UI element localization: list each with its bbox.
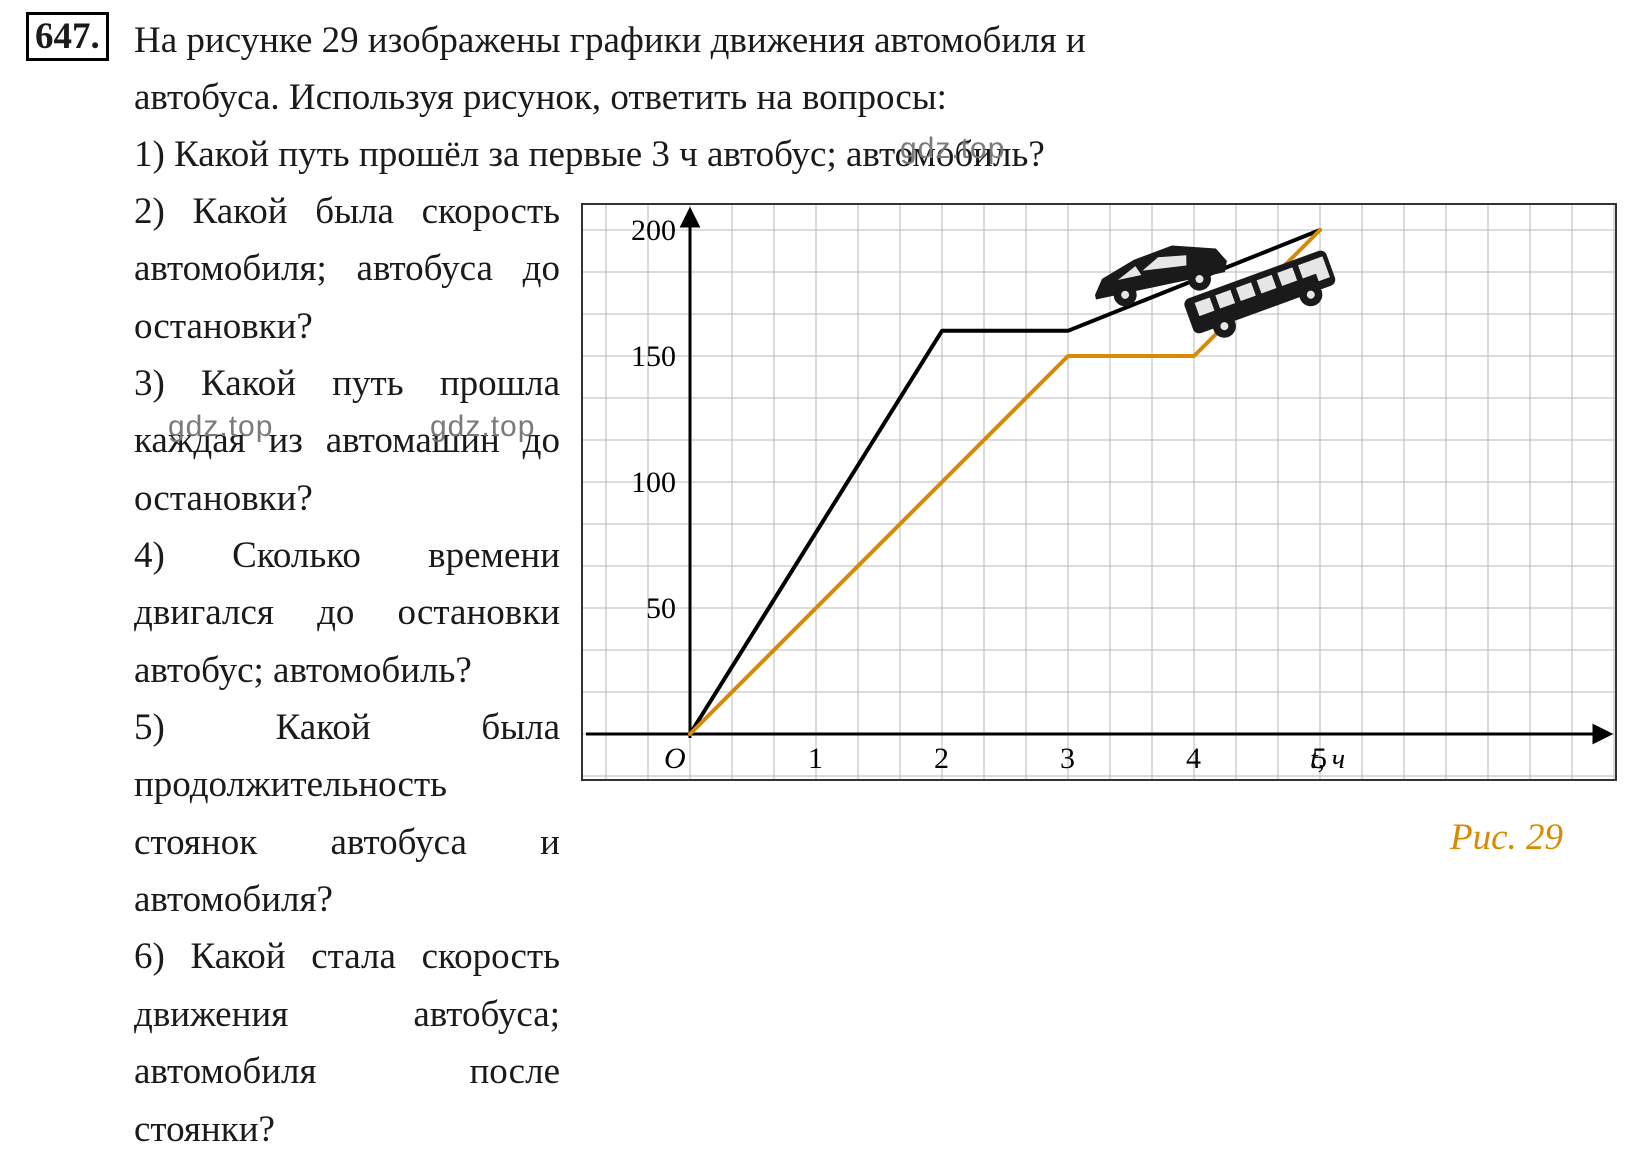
- problem-number-dot: .: [91, 16, 100, 57]
- watermark: gdz.top: [168, 410, 273, 444]
- page: 647. На рисунке 29 изображены графики дв…: [0, 0, 1646, 919]
- intro-line-1: На рисунке 29 изображены графики движени…: [134, 20, 1086, 61]
- question-6: 6) Какой стала скорость движения автобус…: [134, 928, 560, 1157]
- svg-text:O: O: [664, 742, 686, 775]
- left-column: 2) Какой была скорость автомобиля; автоб…: [134, 183, 560, 1158]
- svg-text:4: 4: [1186, 742, 1201, 775]
- svg-text:100: 100: [631, 466, 676, 499]
- problem-number: 647: [35, 16, 91, 57]
- intro-line-2: автобуса. Используя рисунок, ответить на…: [134, 77, 947, 118]
- question-2: 2) Какой была скорость автомобиля; автоб…: [134, 183, 560, 355]
- watermark: gdz.top: [900, 132, 1005, 166]
- figure: O1234550100150200s, кмt, ч Рис. 29: [580, 202, 1618, 782]
- problem-number-box: 647.: [26, 12, 109, 61]
- chart-svg: O1234550100150200s, кмt, ч: [580, 202, 1618, 782]
- question-1: 1) Какой путь прошёл за первые 3 ч автоб…: [134, 126, 1618, 183]
- problem-intro: На рисунке 29 изображены графики движени…: [134, 12, 1618, 127]
- svg-text:150: 150: [631, 340, 676, 373]
- svg-text:t, ч: t, ч: [1310, 744, 1345, 775]
- svg-text:2: 2: [934, 742, 949, 775]
- svg-text:3: 3: [1060, 742, 1075, 775]
- question-5: 5) Какой была продолжительность стоянок …: [134, 699, 560, 928]
- question-4: 4) Сколько времени двигался до остановки…: [134, 527, 560, 699]
- figure-caption: Рис. 29: [1450, 816, 1563, 859]
- watermark: gdz.top: [430, 410, 535, 444]
- svg-text:50: 50: [646, 592, 676, 625]
- figure-caption-text: Рис. 29: [1450, 817, 1563, 858]
- svg-text:1: 1: [808, 742, 823, 775]
- svg-text:200: 200: [631, 214, 676, 247]
